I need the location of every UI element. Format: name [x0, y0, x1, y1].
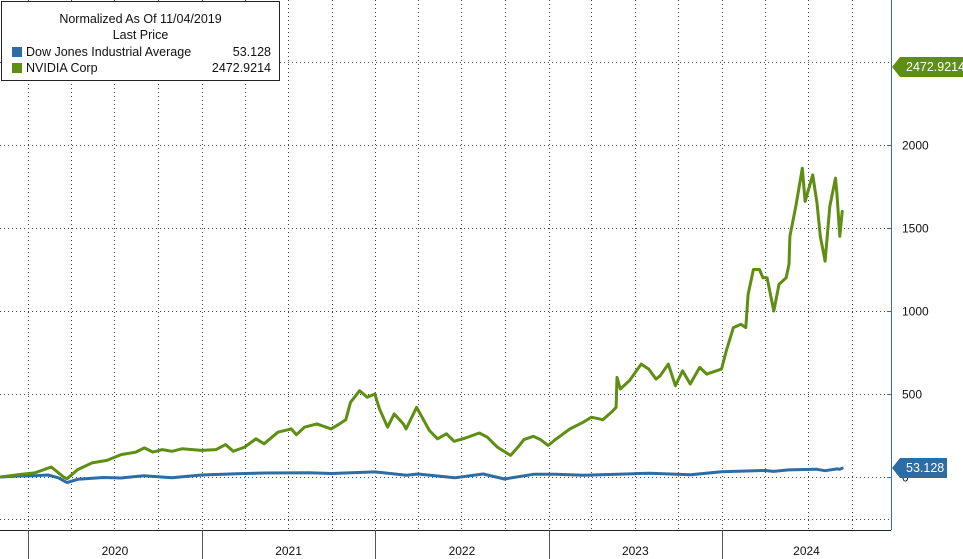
legend-value-nvidia: 2472.9214 — [211, 61, 271, 75]
chart-legend: Normalized As Of 11/04/2019 Last Price D… — [1, 1, 280, 81]
y-tick-label: 500 — [902, 388, 922, 402]
x-year-label: 2022 — [449, 544, 476, 558]
x-year-label: 2020 — [102, 544, 129, 558]
x-year-label: 2023 — [622, 544, 649, 558]
legend-label-dow: Dow Jones Industrial Average — [26, 45, 192, 59]
legend-label-nvidia: NVIDIA Corp — [26, 61, 98, 75]
x-year-label: 2021 — [275, 544, 302, 558]
legend-item-dow: Dow Jones Industrial Average 53.128 — [12, 44, 271, 60]
nvidia-last-price-tag: 2472.9214 — [891, 57, 963, 77]
legend-value-dow: 53.128 — [232, 45, 271, 59]
dow-last-price-tag: 53.128 — [891, 458, 948, 478]
y-tick-label: 1500 — [902, 222, 929, 236]
x-year-label: 2024 — [793, 544, 820, 558]
y-tick-label: 2000 — [902, 139, 929, 153]
legend-swatch-dow — [12, 47, 22, 57]
legend-swatch-nvidia — [12, 63, 22, 73]
chart-axes — [0, 0, 892, 559]
series-line-nvidia — [0, 166, 844, 481]
y-tick-labels: 0500100015002000 — [902, 139, 929, 485]
chart-title: Normalized As Of 11/04/2019 — [59, 12, 222, 26]
x-year-labels: 2020 2021 2022 2023 2024 — [102, 544, 821, 558]
legend-item-nvidia: NVIDIA Corp 2472.9214 — [12, 60, 271, 76]
chart-subtitle: Last Price — [112, 28, 169, 42]
series-line-dow — [0, 466, 844, 485]
chart-series — [0, 166, 844, 485]
y-tick-label: 1000 — [902, 305, 929, 319]
